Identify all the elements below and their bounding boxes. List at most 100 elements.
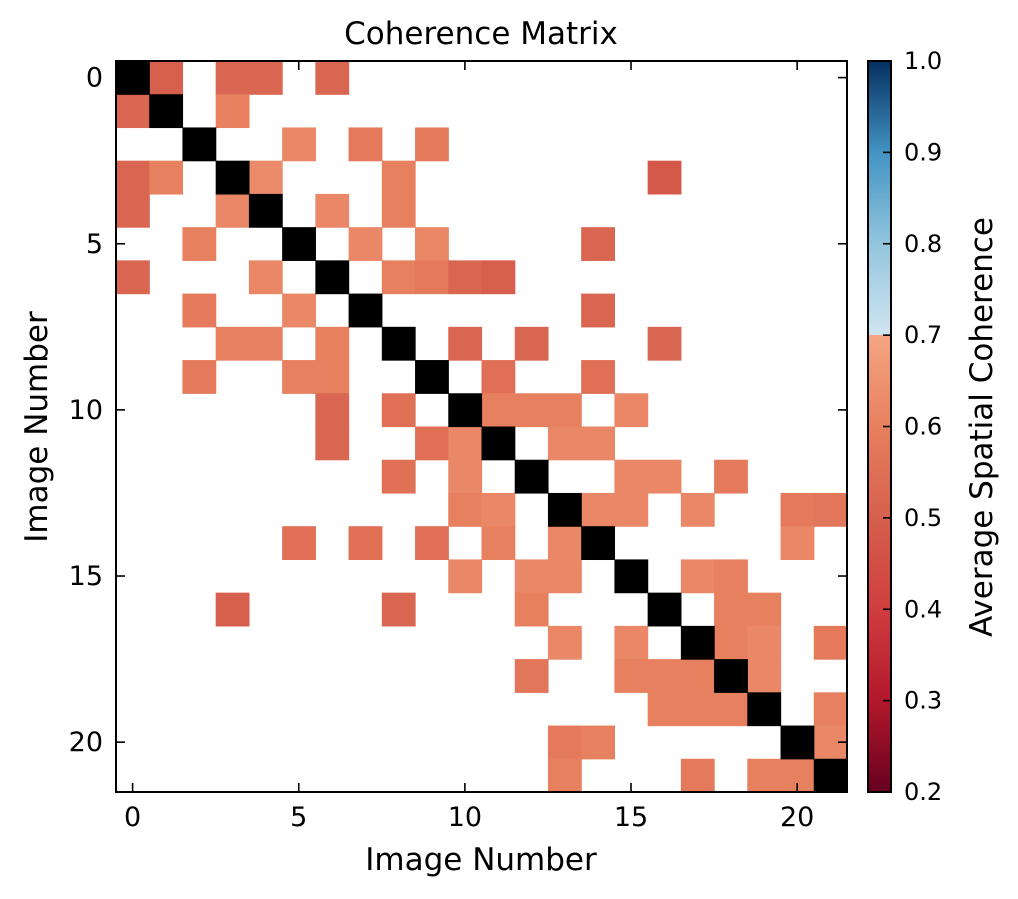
heatmap-cell bbox=[116, 94, 150, 129]
heatmap-cell bbox=[813, 692, 848, 727]
diagonal-cell bbox=[248, 193, 283, 228]
heatmap-cell bbox=[282, 293, 316, 328]
heatmap-cell bbox=[215, 94, 250, 129]
diagonal-cell bbox=[149, 94, 184, 129]
heatmap-cell bbox=[381, 193, 416, 228]
diagonal-cell bbox=[747, 692, 782, 727]
heatmap-cell bbox=[581, 360, 616, 394]
heatmap-cell bbox=[116, 260, 150, 295]
colorbar: 0.2 0.3 0.4 0.5 0.6 0.7 0.8 0.9 1.0 Average Spat… bbox=[867, 47, 1000, 806]
heatmap-cell bbox=[680, 492, 715, 527]
heatmap-cell bbox=[714, 592, 748, 627]
diagonal-cell bbox=[315, 260, 350, 295]
heatmap-cell bbox=[514, 559, 549, 594]
heatmap-cell bbox=[614, 492, 649, 527]
heatmap-cell bbox=[547, 725, 582, 760]
heatmap-cell bbox=[415, 127, 449, 162]
diagonal-cell bbox=[813, 758, 848, 793]
diagonal-cell bbox=[514, 459, 549, 494]
diagonal-cell bbox=[282, 227, 316, 261]
heatmap-cell bbox=[680, 559, 715, 594]
heatmap-cell bbox=[448, 559, 483, 594]
heatmap-cell bbox=[348, 526, 383, 561]
chart-title: Coherence Matrix bbox=[344, 16, 618, 52]
colorbar-tick-label: 0.7 bbox=[904, 321, 942, 349]
heatmap-cell bbox=[315, 61, 350, 95]
x-axis-label: Image Number bbox=[365, 842, 597, 878]
heatmap-cell bbox=[680, 758, 715, 793]
diagonal-cell bbox=[215, 160, 250, 195]
heatmap-cell bbox=[581, 492, 616, 527]
heatmap-cell bbox=[780, 492, 815, 527]
heatmap-cell bbox=[215, 61, 250, 95]
diagonal-cell bbox=[381, 326, 416, 361]
colorbar-tick-label: 0.6 bbox=[904, 413, 942, 441]
x-tick-label: 20 bbox=[780, 802, 814, 833]
heatmap-cell bbox=[614, 659, 649, 693]
heatmap-cell bbox=[182, 360, 217, 394]
diagonal-cell bbox=[680, 625, 715, 660]
diagonal-cell bbox=[448, 393, 483, 428]
colorbar-label: Average Spatial Coherence bbox=[964, 217, 1000, 637]
heatmap-cell bbox=[215, 193, 250, 228]
heatmap-cell bbox=[415, 526, 449, 561]
diagonal-cell bbox=[780, 725, 815, 760]
heatmap-cell bbox=[547, 393, 582, 428]
heatmap-cell bbox=[348, 127, 383, 162]
diagonal-cell bbox=[481, 426, 516, 461]
heatmap-cell bbox=[381, 592, 416, 627]
heatmap-cell bbox=[448, 426, 483, 461]
heatmap-cell bbox=[315, 326, 350, 361]
heatmap-cell bbox=[381, 260, 416, 295]
heatmap-cell bbox=[248, 160, 283, 195]
heatmap-cell bbox=[116, 160, 150, 195]
heatmap-cell bbox=[149, 160, 184, 195]
heatmap-cell bbox=[215, 592, 250, 627]
y-tick-label: 15 bbox=[69, 561, 103, 592]
heatmap-cell bbox=[647, 659, 682, 693]
heatmap-cell bbox=[747, 625, 782, 660]
colorbar-tick-label: 0.3 bbox=[904, 687, 942, 715]
heatmap-cell bbox=[714, 692, 748, 727]
heatmap-cell bbox=[282, 360, 316, 394]
diagonal-cell bbox=[182, 127, 217, 162]
colorbar-tick-label: 0.9 bbox=[904, 138, 942, 166]
heatmap-cell bbox=[381, 160, 416, 195]
heatmap-cell bbox=[813, 492, 848, 527]
heatmap-cell bbox=[547, 559, 582, 594]
heatmap-cell bbox=[415, 426, 449, 461]
diagonal-cell bbox=[415, 360, 449, 394]
colorbar-tick-label: 0.2 bbox=[904, 778, 942, 806]
heatmap-cell bbox=[514, 659, 549, 693]
heatmap-cell bbox=[415, 227, 449, 261]
diagonal-cell bbox=[614, 559, 649, 594]
colorbar-tick-label: 1.0 bbox=[904, 47, 942, 75]
colorbar-ticks: 0.2 0.3 0.4 0.5 0.6 0.7 0.8 0.9 1.0 bbox=[883, 47, 942, 806]
heatmap-cell bbox=[215, 326, 250, 361]
heatmap-cell bbox=[248, 61, 283, 95]
heatmap-cell bbox=[647, 692, 682, 727]
heatmap-cell bbox=[282, 127, 316, 162]
heatmap-cell bbox=[714, 459, 748, 494]
heatmap-cell bbox=[481, 492, 516, 527]
heatmap-cell bbox=[381, 393, 416, 428]
y-axis-label: Image Number bbox=[19, 311, 55, 543]
heatmap-cell bbox=[581, 725, 616, 760]
plot-frame bbox=[115, 60, 848, 793]
heatmap-cell bbox=[415, 260, 449, 295]
heatmap-cell bbox=[581, 293, 616, 328]
heatmap-cell bbox=[248, 260, 283, 295]
heatmap-cell bbox=[481, 260, 516, 295]
y-axis-ticks: 0 5 10 15 20 bbox=[69, 63, 847, 758]
heatmap-cell bbox=[747, 659, 782, 693]
diagonal-cell bbox=[547, 492, 582, 527]
diagonal-cell bbox=[348, 293, 383, 328]
heatmap-cell bbox=[315, 360, 350, 394]
heatmap-cell bbox=[647, 326, 682, 361]
heatmap-cell bbox=[348, 227, 383, 261]
heatmap-cell bbox=[614, 625, 649, 660]
heatmap-cell bbox=[547, 625, 582, 660]
colorbar-tick-label: 0.4 bbox=[904, 595, 942, 623]
heatmap-cell bbox=[448, 492, 483, 527]
